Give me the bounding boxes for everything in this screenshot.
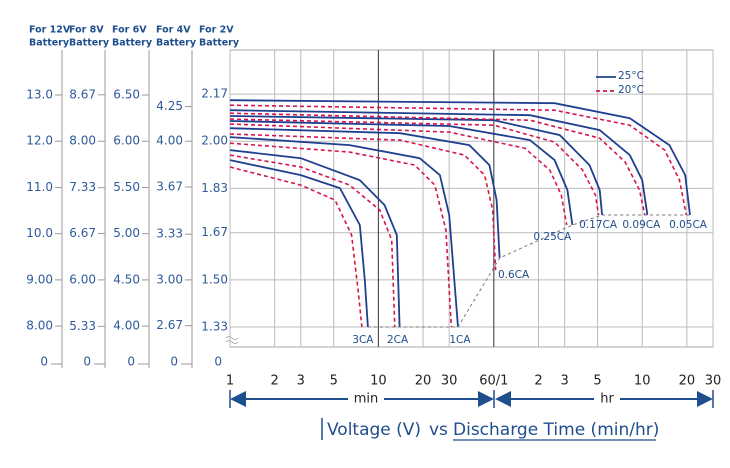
y-tick-label: 4.00 (113, 319, 140, 333)
y-tick-label: 2.17 (201, 87, 228, 101)
axis-title: Battery (156, 38, 197, 49)
axis-break-label: 0 (40, 355, 48, 369)
y-tick-label: 3.67 (156, 179, 183, 193)
x-unit: min (354, 392, 379, 407)
curve-20c (229, 154, 396, 328)
x-tick-label: 30 (441, 374, 458, 389)
axis-title: Battery (69, 38, 110, 49)
axis-title: For 12V (29, 25, 71, 36)
y-tick-label: 1.50 (201, 272, 228, 286)
y-tick-label: 5.50 (113, 180, 140, 194)
curve-label: 2CA (387, 334, 409, 346)
x-tick-label: 20 (415, 374, 432, 389)
curve-label: 1CA (449, 334, 471, 346)
caption: Voltage (V) (327, 420, 421, 440)
x-tick-label: 60/1 (479, 374, 508, 389)
axis-title: For 4V (156, 25, 191, 36)
curve-20c (229, 104, 688, 216)
y-tick-label: 13.0 (26, 88, 53, 102)
y-tick-label: 6.00 (69, 272, 96, 286)
x-tick-label: 3 (297, 374, 305, 389)
x-tick-label: 1 (226, 374, 234, 389)
curve-label: 0.17CA (579, 219, 618, 231)
y-tick-label: 3.00 (156, 272, 183, 286)
curve-25c (229, 115, 603, 216)
y-tick-label: 11.0 (26, 180, 53, 194)
y-tick-label: 12.0 (26, 134, 53, 148)
x-tick-label: 10 (370, 374, 387, 389)
axis-title: For 2V (199, 25, 234, 36)
label-bg (594, 391, 620, 407)
y-tick-label: 8.67 (69, 87, 96, 101)
axis-break-label: 0 (214, 355, 222, 369)
caption: vs (429, 420, 448, 440)
y-tick-label: 10.0 (26, 226, 53, 240)
curve-25c (229, 127, 501, 259)
y-tick-label: 6.50 (113, 88, 140, 102)
curve-20c (229, 118, 600, 216)
x-unit: hr (600, 392, 614, 407)
legend-label: 20°C (618, 84, 644, 96)
curve-20c (229, 112, 646, 216)
axis-title: For 8V (69, 25, 104, 36)
curve-label: 0.05CA (669, 219, 708, 231)
label-bg (348, 391, 384, 407)
curve-label: 3CA (352, 334, 374, 346)
x-tick-label: 10 (634, 374, 651, 389)
x-tick-label: 30 (705, 374, 722, 389)
legend-label: 25°C (618, 70, 644, 82)
curve-25c (229, 136, 459, 328)
axis-break-label: 0 (127, 355, 135, 369)
y-tick-label: 1.33 (201, 320, 228, 334)
y-tick-label: 1.83 (201, 181, 228, 195)
y-tick-label: 2.00 (201, 134, 228, 148)
y-tick-label: 4.50 (113, 272, 140, 286)
curve-25c (229, 149, 401, 328)
y-tick-label: 2.67 (156, 318, 183, 332)
y-tick-label: 9.00 (26, 272, 53, 286)
y-tick-label: 6.00 (113, 134, 140, 148)
curve-label: 0.09CA (622, 219, 661, 231)
axis-title: Battery (29, 38, 70, 49)
y-tick-label: 4.25 (156, 99, 183, 113)
caption: Discharge Time (min/hr) (453, 420, 659, 440)
y-tick-label: 6.67 (69, 226, 96, 240)
y-tick-label: 8.00 (69, 134, 96, 148)
end-connector (367, 214, 690, 328)
axis-title: Battery (199, 38, 240, 49)
axis-break (225, 336, 239, 344)
x-tick-label: 5 (593, 374, 601, 389)
x-tick-label: 2 (271, 374, 279, 389)
axis-break-label: 0 (83, 355, 91, 369)
curve-20c (229, 166, 363, 328)
x-tick-label: 5 (330, 374, 338, 389)
x-tick-label: 3 (560, 374, 568, 389)
axis-break-label: 0 (170, 355, 178, 369)
curve-20c (229, 123, 568, 226)
y-tick-label: 7.33 (69, 180, 96, 194)
curve-25c (229, 120, 574, 226)
curve-20c (229, 142, 453, 328)
y-tick-label: 4.00 (156, 134, 183, 148)
y-tick-label: 1.67 (201, 225, 228, 239)
axis-title: For 6V (112, 25, 147, 36)
curve-20c (229, 133, 497, 271)
x-tick-label: 2 (534, 374, 542, 389)
y-tick-label: 8.00 (26, 319, 53, 333)
x-tick-label: 20 (679, 374, 696, 389)
curve-label: 0.6CA (498, 269, 530, 281)
y-tick-label: 5.00 (113, 226, 140, 240)
curve-25c (229, 99, 691, 216)
axis-title: Battery (112, 38, 153, 49)
y-tick-label: 3.33 (156, 227, 183, 241)
curve-25c (229, 109, 649, 216)
curve-25c (229, 159, 369, 328)
y-tick-label: 5.33 (69, 319, 96, 333)
curve-label: 0.25CA (533, 231, 572, 243)
